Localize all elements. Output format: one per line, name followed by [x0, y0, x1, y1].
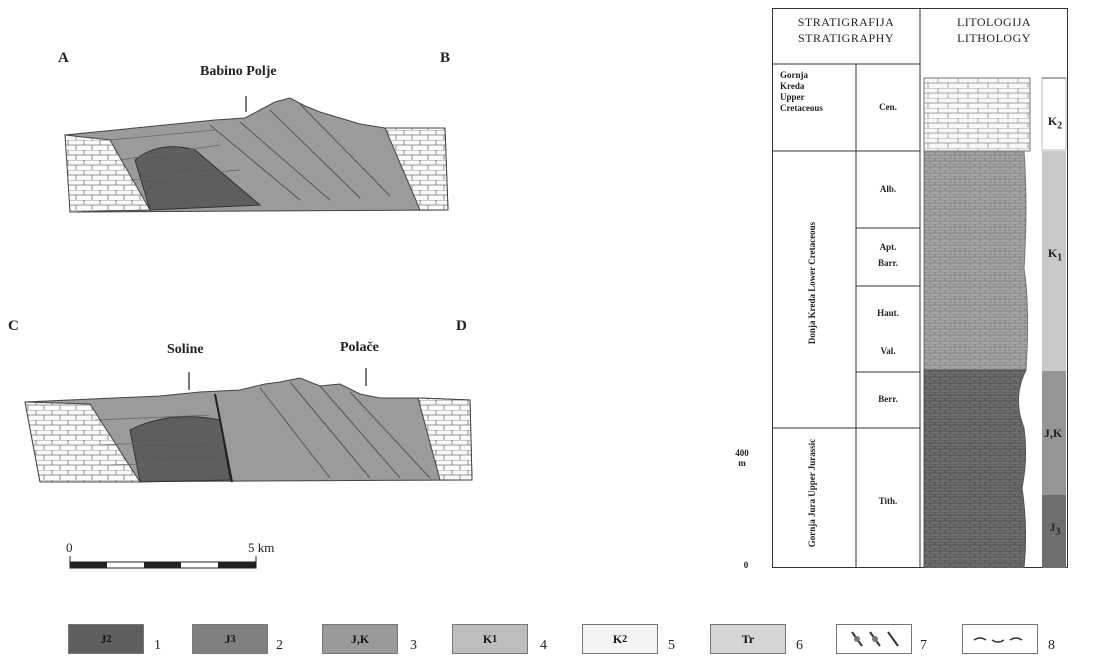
stratigraphic-column: STRATIGRAFIJA STRATIGRAPHY LITOLOGIJA LI… — [735, 8, 1068, 570]
legend-num-8: 8 — [1048, 638, 1055, 653]
unit-j3: J3 — [1049, 520, 1061, 538]
column-grid — [772, 8, 1068, 568]
legend-box-3: J,K — [322, 624, 398, 654]
cross-sections-svg — [24, 96, 473, 569]
cross-section-bottom — [24, 368, 473, 483]
legend-box-7-fault-symbol — [836, 624, 912, 654]
header-lith-line1: LITOLOGIJA — [956, 15, 1032, 29]
upper-cretaceous-cell: Gornja Kreda Upper Cretaceous — [774, 70, 860, 114]
stage-haut: Haut. — [877, 308, 899, 318]
legend-box-6: Tr — [710, 624, 786, 654]
scale-unit: m — [738, 458, 746, 468]
section-label-c: C — [8, 318, 19, 334]
dashed-line-icon — [973, 637, 1023, 643]
header-lithology: LITOLOGIJA LITHOLOGY — [920, 14, 1068, 46]
vertical-scale-bottom: 0 — [743, 560, 749, 570]
lower-cretaceous-label: Donja Kreda Lower Cretaceous — [807, 221, 817, 345]
stage-barr: Barr. — [878, 258, 898, 268]
section-label-b: B — [440, 50, 451, 66]
section-label-d: D — [456, 318, 467, 334]
scale-bar-start: 0 — [66, 540, 73, 555]
unit-k2: K2 — [1047, 114, 1063, 132]
legend-num-6: 6 — [796, 638, 803, 653]
upper-jurassic-label: Gornja Jura Upper Jurassic — [807, 438, 817, 548]
uc-line4: Cretaceous — [780, 103, 823, 113]
legend-num-2: 2 — [276, 638, 283, 653]
legend-num-3: 3 — [410, 638, 417, 653]
vertical-scale-top: 400 m — [730, 448, 754, 468]
stage-val: Val. — [880, 346, 896, 356]
fault-symbol-icon — [851, 631, 899, 647]
header-stratigraphy: STRATIGRAFIJA STRATIGRAPHY — [772, 14, 920, 46]
stage-alb: Alb. — [879, 184, 897, 194]
place-label-soline: Soline — [167, 342, 204, 357]
unit-jk: J,K — [1043, 426, 1063, 440]
uc-line1: Gornja — [780, 70, 808, 80]
scale-top-value: 400 — [735, 448, 749, 458]
stage-tith: Tith. — [878, 496, 898, 506]
legend-box-8-line-symbol — [962, 624, 1038, 654]
section-label-a: A — [58, 50, 69, 66]
place-label-babino-polje: Babino Polje — [200, 64, 277, 79]
stage-berr: Berr. — [878, 394, 898, 404]
header-lith-line2: LITHOLOGY — [957, 31, 1031, 45]
scale-bar-end: 5 km — [248, 540, 275, 555]
header-strat-line1: STRATIGRAFIJA — [797, 15, 895, 29]
header-strat-line2: STRATIGRAPHY — [797, 31, 894, 45]
legend-num-4: 4 — [540, 638, 547, 653]
place-label-polace: Polače — [340, 340, 379, 355]
unit-k1: K1 — [1047, 246, 1063, 264]
legend-num-1: 1 — [154, 638, 161, 653]
uc-line2: Kreda — [780, 81, 805, 91]
cross-section-top — [64, 96, 449, 213]
stage-cen: Cen. — [879, 102, 897, 112]
stage-apt: Apt. — [879, 242, 897, 252]
legend-num-5: 5 — [668, 638, 675, 653]
legend-num-7: 7 — [920, 638, 927, 653]
scale-bar — [69, 556, 257, 569]
uc-line3: Upper — [780, 92, 805, 102]
